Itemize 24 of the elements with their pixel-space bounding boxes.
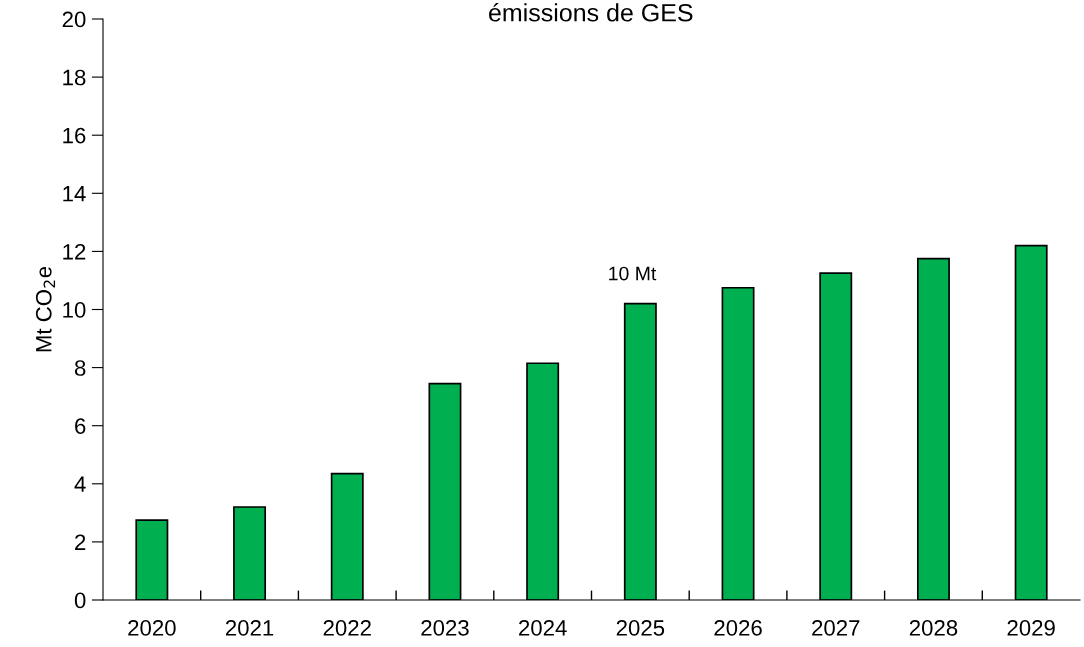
- y-tick-label: 4: [74, 476, 86, 492]
- y-tick-label: 20: [62, 11, 86, 28]
- x-tick-label: 2023: [421, 620, 469, 636]
- x-tick-label: 2021: [225, 620, 274, 636]
- y-tick-label: 14: [63, 186, 86, 202]
- x-tick-label: 2022: [323, 620, 371, 636]
- y-tick-label: 12: [63, 243, 86, 260]
- x-tick-label: 2028: [909, 620, 958, 636]
- y-tick-label: 18: [63, 69, 86, 86]
- y-tick-label: 16: [63, 127, 86, 144]
- x-tick-label: 2024: [519, 620, 567, 636]
- y-tick-label: 2: [75, 534, 86, 550]
- x-tick-label: 2025: [616, 620, 665, 636]
- x-tick-label: 2026: [714, 620, 762, 636]
- y-tick-label: 6: [75, 418, 86, 434]
- y-tick-label: 10: [63, 302, 86, 318]
- x-tick-label: 2029: [1007, 620, 1055, 636]
- y-tick-label: 8: [74, 360, 86, 376]
- x-tick-label: 2020: [128, 620, 176, 636]
- chart-title: émissions de GES: [489, 2, 693, 22]
- annotation: 10 Mt: [609, 266, 657, 281]
- x-tick-label: 2027: [812, 620, 860, 636]
- y-tick-label: 0: [74, 592, 86, 609]
- y-axis-title: Mt CO$_{2}$e: [35, 266, 56, 352]
